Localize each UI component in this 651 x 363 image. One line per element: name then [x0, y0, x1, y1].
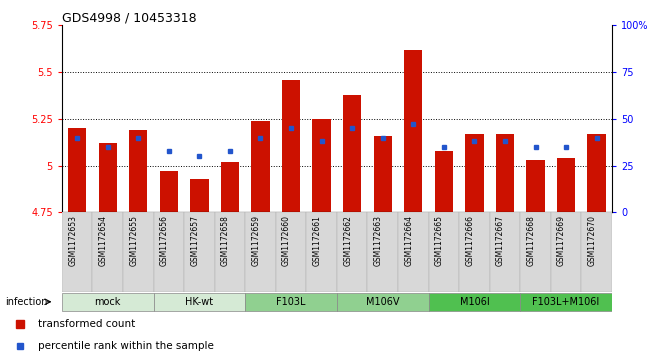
Bar — [404, 50, 422, 212]
Bar — [557, 158, 575, 212]
FancyBboxPatch shape — [245, 293, 337, 311]
Text: percentile rank within the sample: percentile rank within the sample — [38, 341, 214, 351]
Text: GSM1172667: GSM1172667 — [496, 215, 505, 266]
Bar — [221, 162, 239, 212]
FancyBboxPatch shape — [337, 293, 428, 311]
Text: GSM1172661: GSM1172661 — [312, 215, 322, 266]
Text: F103L+M106I: F103L+M106I — [533, 297, 600, 307]
Text: GSM1172665: GSM1172665 — [435, 215, 444, 266]
FancyBboxPatch shape — [62, 212, 92, 292]
FancyBboxPatch shape — [551, 212, 581, 292]
Text: HK-wt: HK-wt — [186, 297, 214, 307]
Bar — [435, 151, 453, 212]
Text: F103L: F103L — [276, 297, 306, 307]
Text: GSM1172666: GSM1172666 — [465, 215, 475, 266]
FancyBboxPatch shape — [459, 212, 490, 292]
FancyBboxPatch shape — [154, 293, 245, 311]
Bar — [159, 171, 178, 212]
Text: GSM1172654: GSM1172654 — [99, 215, 107, 266]
Bar — [129, 130, 147, 212]
FancyBboxPatch shape — [520, 212, 551, 292]
FancyBboxPatch shape — [490, 212, 520, 292]
FancyBboxPatch shape — [398, 212, 428, 292]
FancyBboxPatch shape — [428, 293, 520, 311]
Bar — [251, 121, 270, 212]
FancyBboxPatch shape — [581, 212, 612, 292]
Text: transformed count: transformed count — [38, 319, 135, 329]
Bar — [343, 95, 361, 212]
FancyBboxPatch shape — [276, 212, 307, 292]
Bar — [527, 160, 545, 212]
Text: M106I: M106I — [460, 297, 490, 307]
Bar — [68, 128, 87, 212]
Text: GSM1172656: GSM1172656 — [159, 215, 169, 266]
Text: GSM1172669: GSM1172669 — [557, 215, 566, 266]
Text: GSM1172662: GSM1172662 — [343, 215, 352, 266]
Text: GSM1172659: GSM1172659 — [251, 215, 260, 266]
FancyBboxPatch shape — [367, 212, 398, 292]
Text: GSM1172660: GSM1172660 — [282, 215, 291, 266]
Text: GSM1172668: GSM1172668 — [527, 215, 536, 266]
Text: GDS4998 / 10453318: GDS4998 / 10453318 — [62, 11, 197, 24]
FancyBboxPatch shape — [62, 293, 154, 311]
FancyBboxPatch shape — [123, 212, 154, 292]
Text: mock: mock — [94, 297, 121, 307]
Bar — [587, 134, 606, 212]
Bar — [374, 136, 392, 212]
Bar — [312, 119, 331, 212]
FancyBboxPatch shape — [154, 212, 184, 292]
Text: GSM1172653: GSM1172653 — [68, 215, 77, 266]
FancyBboxPatch shape — [428, 212, 459, 292]
Bar — [465, 134, 484, 212]
FancyBboxPatch shape — [337, 212, 367, 292]
Bar — [282, 79, 300, 212]
FancyBboxPatch shape — [92, 212, 123, 292]
Text: GSM1172658: GSM1172658 — [221, 215, 230, 266]
Text: GSM1172655: GSM1172655 — [130, 215, 138, 266]
FancyBboxPatch shape — [184, 212, 215, 292]
Text: GSM1172663: GSM1172663 — [374, 215, 383, 266]
FancyBboxPatch shape — [307, 212, 337, 292]
Bar — [98, 143, 117, 212]
FancyBboxPatch shape — [520, 293, 612, 311]
Text: GSM1172670: GSM1172670 — [588, 215, 597, 266]
Text: GSM1172664: GSM1172664 — [404, 215, 413, 266]
FancyBboxPatch shape — [215, 212, 245, 292]
Text: infection: infection — [5, 297, 48, 307]
Text: GSM1172657: GSM1172657 — [190, 215, 199, 266]
Bar — [496, 134, 514, 212]
FancyBboxPatch shape — [245, 212, 276, 292]
Bar — [190, 179, 208, 212]
Text: M106V: M106V — [366, 297, 400, 307]
